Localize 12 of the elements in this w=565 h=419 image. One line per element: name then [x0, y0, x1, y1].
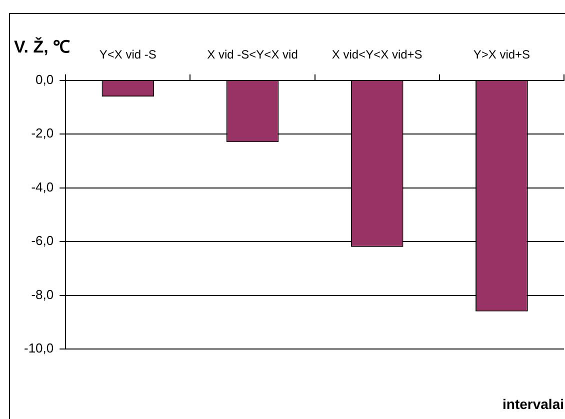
y-tick-label: -10,0 — [24, 340, 54, 356]
y-tick-label: -6,0 — [31, 233, 54, 248]
x-tick-label: X vid -S<Y<X vid — [207, 48, 298, 62]
y-tick-label: -8,0 — [31, 286, 54, 302]
x-axis-title: intervalai — [502, 396, 564, 412]
x-tick-label: Y>X vid+S — [473, 48, 530, 62]
x-tick-label: X vid<Y<X vid+S — [332, 48, 422, 62]
y-tick-label: 0,0 — [36, 72, 54, 87]
x-tick-label: Y<X vid -S — [99, 48, 156, 62]
y-tick-label: -4,0 — [31, 179, 54, 194]
y-tick-label: -2,0 — [31, 126, 54, 141]
y-axis-title: V. Ž, ℃ — [14, 36, 70, 57]
